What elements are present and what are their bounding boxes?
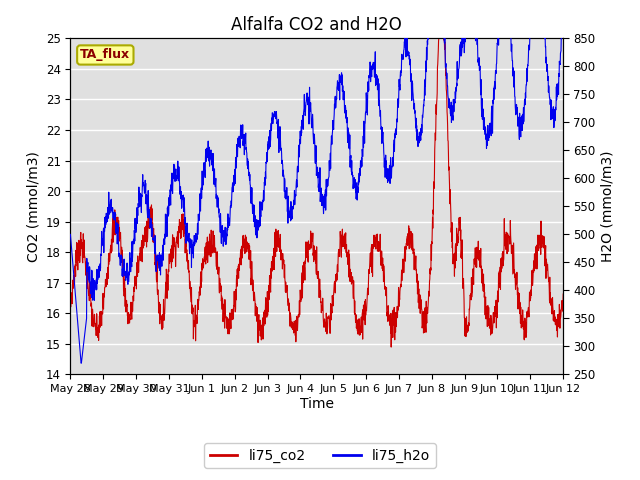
Text: TA_flux: TA_flux [80, 48, 131, 61]
X-axis label: Time: Time [300, 397, 334, 411]
Y-axis label: H2O (mmol/m3): H2O (mmol/m3) [601, 151, 615, 262]
Legend: li75_co2, li75_h2o: li75_co2, li75_h2o [204, 443, 436, 468]
Title: Alfalfa CO2 and H2O: Alfalfa CO2 and H2O [232, 16, 402, 34]
Y-axis label: CO2 (mmol/m3): CO2 (mmol/m3) [26, 151, 40, 262]
